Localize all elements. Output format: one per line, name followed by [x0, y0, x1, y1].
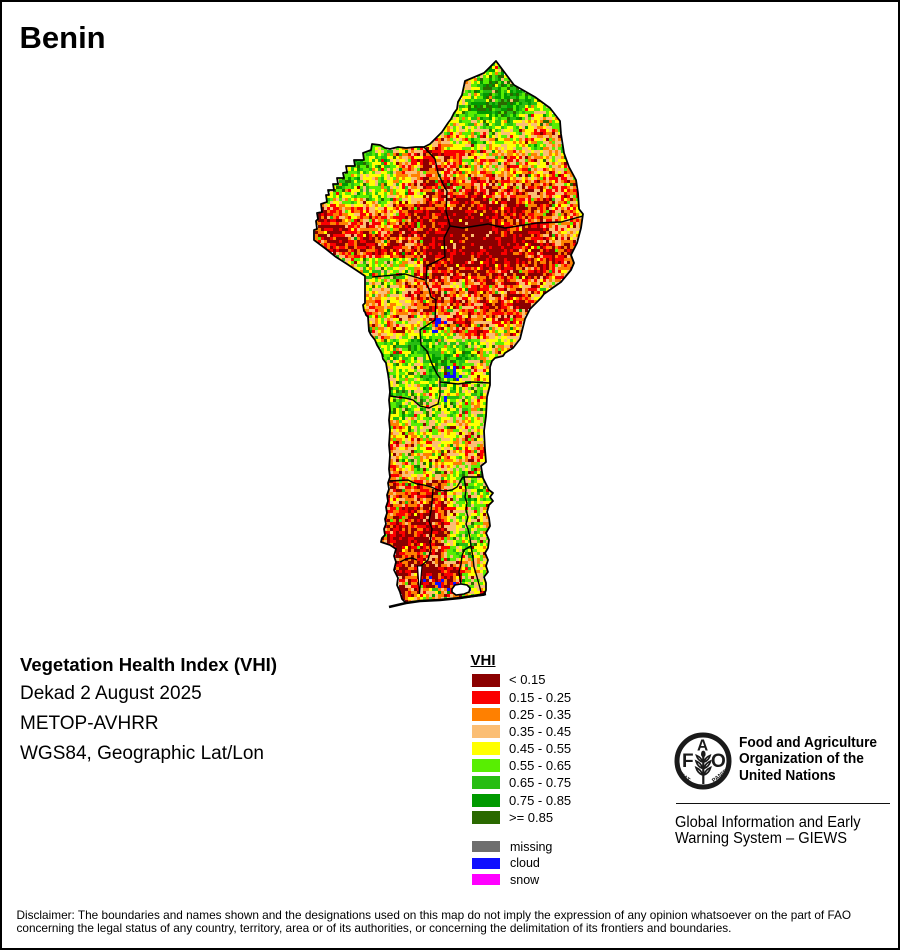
- svg-text:O: O: [711, 751, 726, 772]
- svg-text:A: A: [697, 738, 708, 755]
- svg-text:F: F: [682, 751, 694, 772]
